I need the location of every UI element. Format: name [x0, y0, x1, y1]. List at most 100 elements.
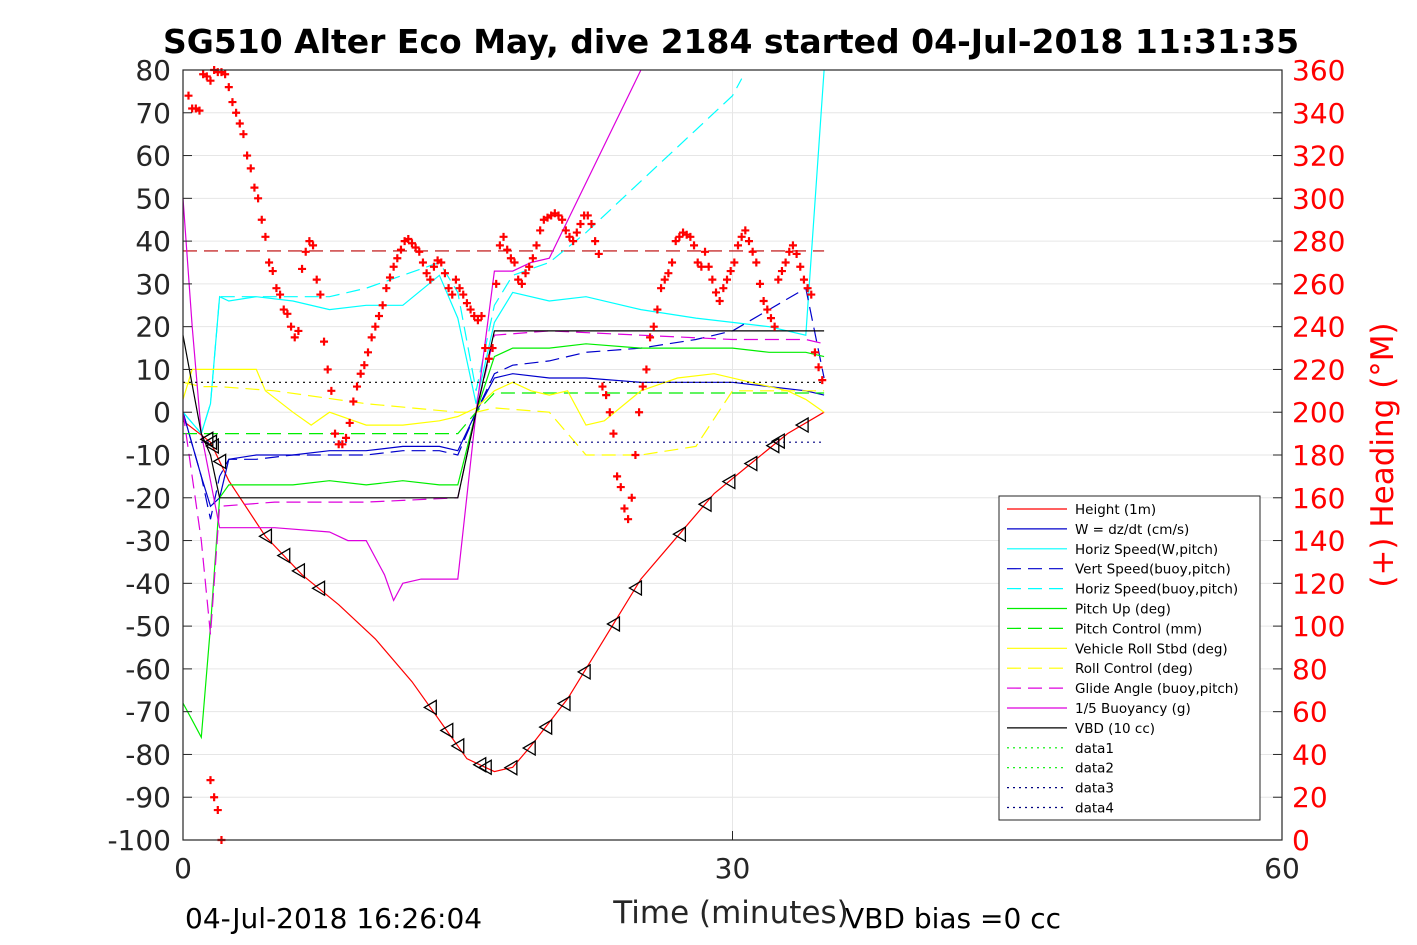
heading-point: [327, 386, 336, 395]
right-tick-label: 240: [1292, 311, 1345, 344]
heading-point: [715, 297, 724, 305]
legend-label: data2: [1075, 761, 1114, 777]
heading-point: [451, 275, 460, 284]
footer-vbd-bias: VBD bias =0 cc: [845, 902, 1061, 935]
heading-point: [602, 391, 611, 400]
heading-point: [576, 220, 585, 228]
heading-point: [360, 361, 369, 370]
x-axis-label: Time (minutes): [612, 895, 848, 931]
heading-point: [371, 322, 380, 331]
heading-point: [470, 311, 479, 320]
right-tick-label: 260: [1292, 268, 1345, 301]
heading-point: [759, 297, 768, 305]
heading-point: [294, 326, 303, 335]
heading-point: [378, 301, 387, 310]
heading-point: [649, 322, 658, 331]
heading-point: [620, 504, 629, 513]
heading-point: [708, 275, 717, 284]
heading-point: [653, 305, 662, 314]
heading-point: [235, 119, 244, 128]
heading-point: [418, 258, 427, 267]
heading-point: [796, 262, 805, 271]
right-tick-label: 320: [1292, 140, 1345, 173]
heading-point: [363, 348, 372, 357]
legend-label: VBD (10 cc): [1075, 721, 1155, 737]
height-marker: [439, 722, 454, 739]
height-marker: [203, 434, 218, 451]
legend-label: Height (1m): [1075, 502, 1156, 518]
heading-point: [389, 262, 398, 271]
heading-point: [668, 258, 677, 267]
heading-point: [462, 299, 471, 308]
y-tick-label: 20: [135, 311, 171, 344]
heading-point: [495, 241, 504, 250]
heading-point: [671, 237, 680, 246]
y-tick-label: -20: [125, 482, 171, 515]
heading-point: [444, 284, 453, 293]
height-marker: [538, 718, 553, 736]
heading-point: [268, 267, 277, 276]
heading-point: [250, 183, 259, 192]
heading-point: [473, 316, 482, 325]
heading-point: [814, 363, 823, 372]
right-tick-label: 120: [1292, 567, 1345, 600]
y-tick-label: 60: [135, 140, 171, 173]
series-line-buoyancy: [182, 69, 642, 602]
heading-point: [517, 279, 526, 288]
right-tick-label: 160: [1292, 482, 1345, 515]
heading-point: [792, 249, 801, 258]
right-tick-label: 20: [1292, 781, 1328, 814]
heading-point: [202, 72, 211, 81]
heading-point: [642, 365, 651, 374]
right-tick-label: 100: [1292, 610, 1345, 643]
right-tick-label: 140: [1292, 525, 1345, 558]
heading-point: [338, 440, 347, 449]
y-tick-label: 80: [135, 54, 171, 87]
heading-point: [356, 369, 365, 378]
height-marker: [628, 579, 643, 597]
heading-point: [385, 273, 394, 282]
height-markers-layer: [199, 416, 809, 776]
heading-point: [492, 279, 501, 288]
height-marker: [258, 528, 273, 545]
heading-point: [536, 226, 545, 235]
y-tick-label: 50: [135, 182, 171, 215]
heading-point: [799, 275, 808, 284]
height-marker: [422, 699, 437, 716]
heading-point: [693, 258, 702, 267]
y-tick-label: -60: [125, 653, 171, 686]
right-tick-label: 340: [1292, 97, 1345, 130]
heading-point: [506, 254, 515, 263]
right-tick-label: 200: [1292, 396, 1345, 429]
height-marker: [743, 455, 758, 472]
series-line-height: [182, 411, 825, 773]
heading-point: [342, 433, 351, 442]
legend-label: Horiz Speed(W,pitch): [1075, 542, 1218, 558]
heading-point: [224, 83, 233, 92]
y-tick-label: 40: [135, 225, 171, 258]
x-axis-ticks: 0 30 60: [174, 831, 1300, 885]
series-line-vbd: [182, 330, 825, 499]
heading-point: [627, 493, 636, 502]
height-marker: [576, 663, 591, 681]
heading-point: [411, 243, 420, 252]
heading-point: [254, 194, 263, 203]
left-axis-ticks: 80 70 60 50 40 30 20 10 0 -10 -20 -30 -40 -50 -60 -70 -8…: [107, 54, 192, 857]
heading-point: [788, 241, 797, 250]
heading-point: [305, 237, 314, 246]
heading-point: [803, 284, 812, 293]
right-tick-label: 60: [1292, 696, 1328, 729]
heading-point: [422, 269, 431, 278]
heading-point: [660, 275, 669, 284]
heading-point: [396, 245, 405, 254]
heading-point: [624, 515, 633, 524]
heading-point: [690, 241, 699, 250]
heading-point: [631, 451, 640, 459]
heading-point: [309, 241, 318, 250]
height-marker: [205, 437, 219, 455]
heading-point: [184, 91, 193, 100]
right-tick-label: 80: [1292, 653, 1328, 686]
heading-point: [206, 776, 215, 785]
heading-point: [510, 258, 519, 267]
heading-point: [345, 418, 354, 427]
